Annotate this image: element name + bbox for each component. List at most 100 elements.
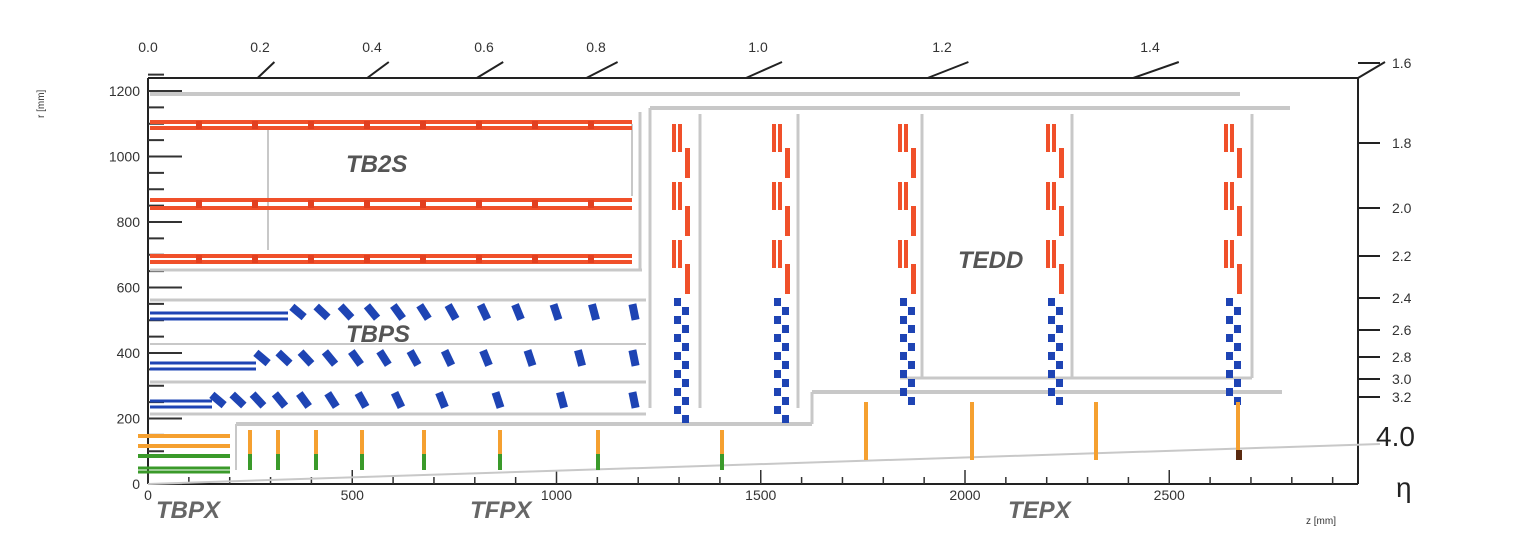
eta-top-tick <box>476 61 504 79</box>
tfpx-disc-inner <box>498 454 502 470</box>
tedd-2s-module <box>785 264 790 294</box>
tedd-ps-module <box>774 298 781 306</box>
tedd-ps-module <box>774 388 781 396</box>
tbps-tilted-module <box>324 391 340 409</box>
tedd-2s-module <box>678 124 682 152</box>
tedd-ps-module <box>1048 388 1055 396</box>
tedd-ps-module <box>1234 379 1241 387</box>
tedd-ps-module <box>908 397 915 405</box>
tedd-2s-module <box>1052 124 1056 152</box>
r-tick-label: 400 <box>117 345 141 361</box>
tedd-ps-module <box>1048 370 1055 378</box>
tedd-ps-module <box>782 325 789 333</box>
tb2s-junction <box>252 255 258 263</box>
tbps-tilted-module <box>628 391 640 409</box>
tepx-disc <box>970 402 974 460</box>
eta-right-tick <box>1357 61 1386 79</box>
tedd-ps-module <box>1226 316 1233 324</box>
tedd-ps-module <box>1056 379 1063 387</box>
tedd-2s-module <box>911 206 916 236</box>
tb2s-junction <box>252 121 258 129</box>
label-tedd: TEDD <box>958 247 1023 274</box>
tedd-ps-module <box>900 388 907 396</box>
tedd-ps-module <box>1226 334 1233 342</box>
tedd-ps-module <box>774 316 781 324</box>
tbps-tilted-module <box>249 391 267 409</box>
eta-right-label: 1.8 <box>1392 135 1412 151</box>
tfpx-disc-inner <box>276 454 280 470</box>
tedd-ps-module <box>908 307 915 315</box>
tedd-ps-module <box>682 415 689 423</box>
tbps-tilted-module <box>549 303 563 321</box>
tbps-tilted-module <box>556 391 568 409</box>
tedd-2s-module <box>904 182 908 210</box>
tedd-ps-module <box>908 361 915 369</box>
tbps-tilted-module <box>209 391 227 409</box>
tedd-ps-module <box>1048 334 1055 342</box>
eta-top-tick <box>585 61 619 79</box>
tedd-2s-module <box>1237 264 1242 294</box>
tedd-ps-module <box>782 361 789 369</box>
eta-top-label: 0.4 <box>362 39 382 55</box>
tedd-2s-module <box>898 240 902 268</box>
tbps-tilted-module <box>523 349 537 367</box>
tbps-tilted-module <box>297 349 315 367</box>
tedd-2s-module <box>685 264 690 294</box>
tedd-ps-module <box>1226 352 1233 360</box>
eta-top-label: 1.4 <box>1140 39 1160 55</box>
tfpx-disc-inner <box>248 454 252 470</box>
eta-max-label: 4.0 <box>1376 421 1415 452</box>
tedd-2s-module <box>672 240 676 268</box>
z-tick-label: 2000 <box>949 487 980 503</box>
tedd-ps-module <box>782 343 789 351</box>
tfpx-disc-outer <box>596 430 600 454</box>
tedd-2s-module <box>1230 240 1234 268</box>
eta-top-label: 0.6 <box>474 39 494 55</box>
eta-top-tick <box>366 61 390 79</box>
tedd-ps-module <box>774 370 781 378</box>
tedd-ps-module <box>1048 316 1055 324</box>
tb2s-junction <box>420 121 426 129</box>
eta-top-tick <box>745 61 783 79</box>
eta-top-label: 0.0 <box>138 39 158 55</box>
tick-labels: 0 200 400 600 800 1000 1200 0 500 1000 1500 2000 250… <box>109 39 1412 503</box>
tedd-2s-module <box>772 240 776 268</box>
eta-right-label: 2.8 <box>1392 349 1412 365</box>
tbps-tilted-module <box>416 303 432 321</box>
tb2s-junction <box>364 255 370 263</box>
tedd-ps-module <box>1226 298 1233 306</box>
eta-right-label: 1.6 <box>1392 55 1412 71</box>
tedd-2s-module <box>1237 206 1242 236</box>
tedd-ps-module <box>682 379 689 387</box>
tedd-ps-module <box>1056 343 1063 351</box>
tedd-2s-module <box>778 124 782 152</box>
tedd-ps-module <box>674 316 681 324</box>
tbps-tilted-module <box>440 349 456 367</box>
tedd-ps-module <box>682 343 689 351</box>
eta-top-label: 0.2 <box>250 39 270 55</box>
eta-top-tick <box>1132 61 1180 79</box>
tedd-2s-module <box>772 124 776 152</box>
tepx-disc <box>1094 402 1098 460</box>
tedd-ps-module <box>1226 370 1233 378</box>
tbps-tilted-module <box>588 303 600 321</box>
tedd-2s-module <box>1046 124 1050 152</box>
tedd-2s-module <box>785 206 790 236</box>
r-axis-title: r [mm] <box>36 89 47 118</box>
tedd-ps-module <box>900 370 907 378</box>
tedd-2s-module <box>678 240 682 268</box>
z-tick-label: 1000 <box>541 487 572 503</box>
tbps-tilted-module <box>321 349 339 367</box>
tb2s-junction <box>196 255 202 263</box>
tedd-2s-module <box>911 264 916 294</box>
tedd-ps-module <box>1234 307 1241 315</box>
tbps-tilted-module <box>229 391 247 409</box>
tbps-tilted-module <box>406 349 422 367</box>
r-tick-label: 0 <box>132 476 140 492</box>
tedd-2s-module <box>1059 206 1064 236</box>
label-tbpx: TBPX <box>156 497 222 524</box>
tedd-ps-module <box>1056 361 1063 369</box>
tbps-tilted-module <box>354 391 370 409</box>
tepx-disc <box>864 402 868 460</box>
